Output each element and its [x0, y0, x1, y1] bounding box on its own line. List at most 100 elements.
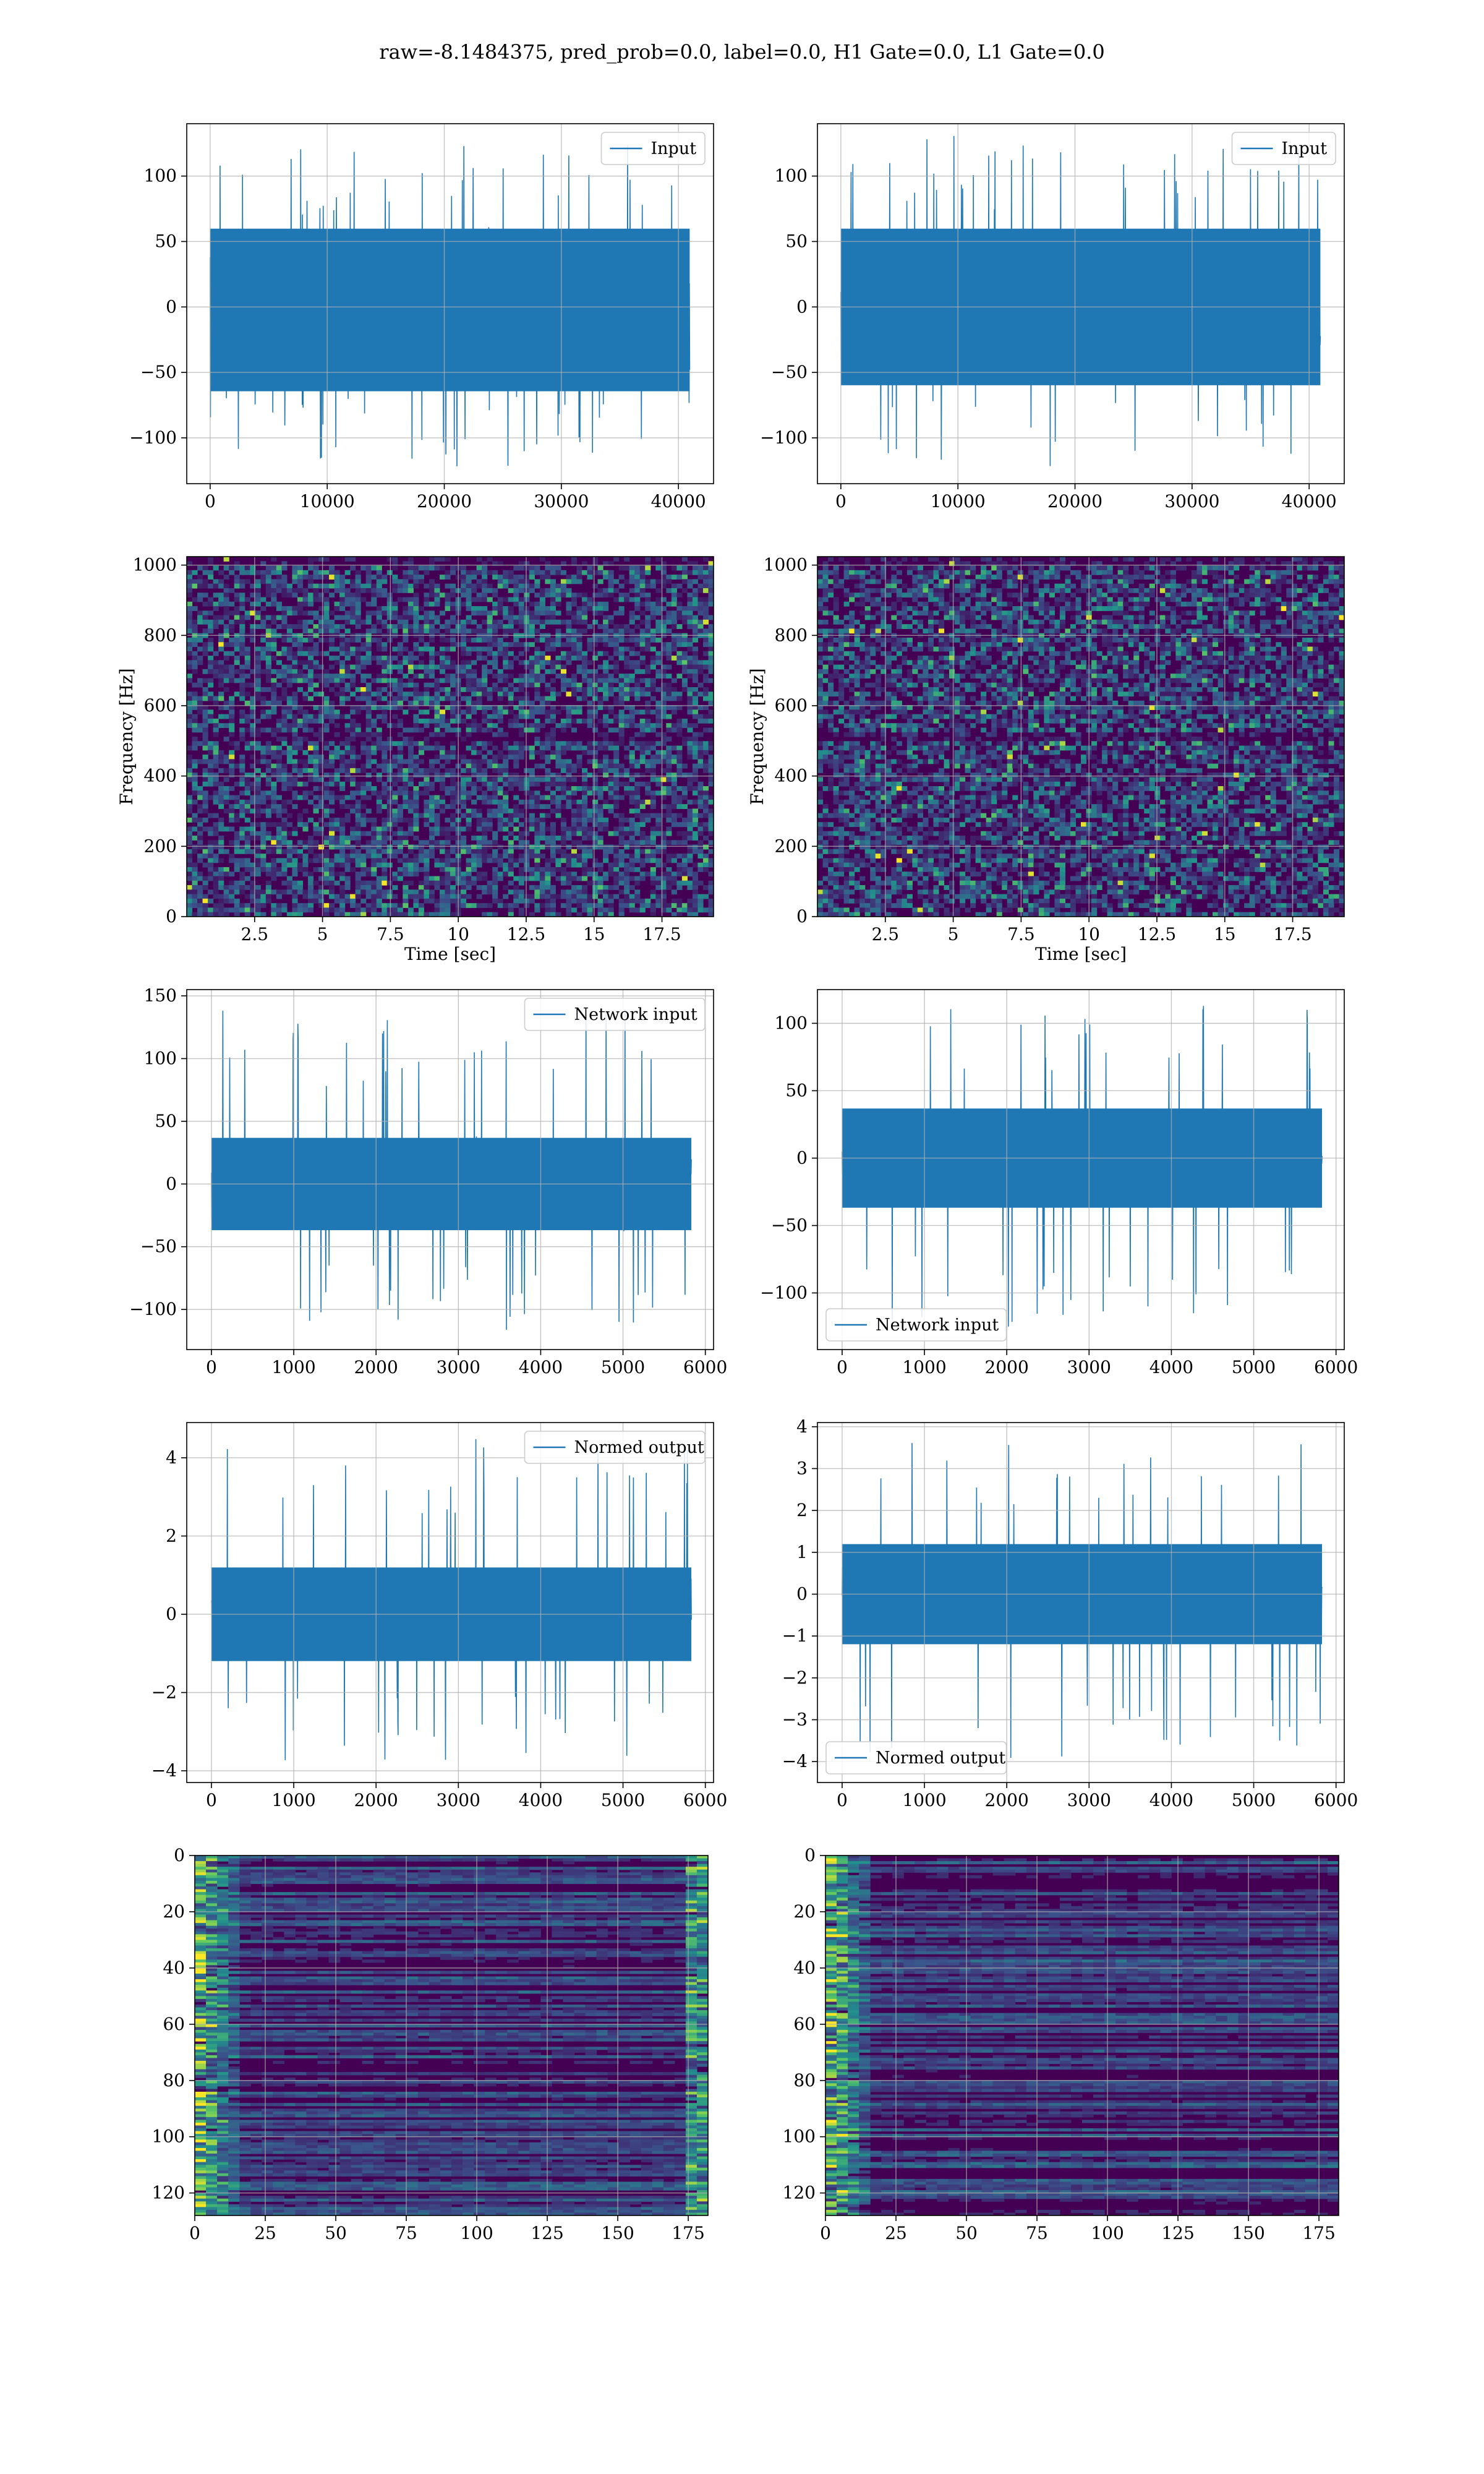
x-tick-label: 5000: [1232, 1790, 1276, 1810]
y-tick-label: −50: [140, 362, 177, 382]
heatmap-image: [825, 1856, 1339, 2215]
y-tick-label: 100: [144, 166, 177, 186]
y-tick-label: 200: [144, 836, 177, 856]
x-tick-label: 75: [395, 2223, 417, 2243]
x-tick-label: 5000: [601, 1357, 645, 1377]
y-tick-label: 100: [775, 166, 808, 186]
x-tick-label: 0: [835, 491, 846, 511]
x-tick-label: 40000: [651, 491, 706, 511]
chart-r3c2: 0 1000 2000 3000 4000 5000 6000 −100 −50 0 50 100 Ne…: [760, 989, 1358, 1377]
x-tick-label: 4000: [1149, 1790, 1193, 1810]
x-tick-label: 1000: [902, 1357, 946, 1377]
legend: Input: [1231, 132, 1336, 165]
x-tick-label: 2000: [985, 1357, 1029, 1377]
x-tick-label: 2.5: [872, 924, 900, 944]
y-tick-label: 40: [163, 1958, 185, 1978]
axes-frame: [186, 989, 714, 1350]
x-tick-label: 1000: [271, 1790, 315, 1810]
grid: [817, 1423, 1344, 1783]
x-tick-label: 100: [1091, 2223, 1124, 2243]
legend-box: [524, 1431, 706, 1464]
axes-frame: [817, 1422, 1345, 1783]
grid: [817, 557, 1344, 917]
x-tick-label: 2000: [354, 1357, 398, 1377]
y-tick-label: 80: [793, 2070, 816, 2091]
x-tick-label: 150: [601, 2223, 634, 2243]
chart-r1c2: 0 10000 20000 30000 40000 −100 −50 0 50 100 Input: [760, 123, 1345, 511]
y-tick-label: 150: [144, 985, 177, 1006]
y-tick-label: 20: [793, 1901, 816, 1922]
y-tick-label: −100: [129, 1299, 177, 1319]
x-tick-label: 0: [820, 2223, 831, 2243]
x-tick-label: 7.5: [377, 924, 404, 944]
heatmap-image: [187, 557, 714, 917]
y-tick-label: 0: [166, 1173, 177, 1194]
y-tick-label: 600: [775, 695, 808, 716]
y-tick-label: 3: [796, 1458, 808, 1478]
chart-r5c2: 0 25 50 75 100 125 150 175 0 20 40 60 80 100 120: [783, 1845, 1339, 2243]
y-tick-label: −2: [151, 1682, 177, 1703]
y-tick-label: 50: [785, 1080, 808, 1100]
x-tick-label: 15: [583, 924, 605, 944]
x-tick-label: 3000: [1067, 1357, 1111, 1377]
y-tick-label: 4: [796, 1416, 808, 1437]
axes-frame: [186, 123, 714, 484]
heatmap-image: [195, 1856, 708, 2215]
y-tick-label: 0: [796, 296, 808, 317]
y-tick-label: 0: [166, 296, 177, 317]
y-axis-label: Frequency [Hz]: [116, 668, 137, 805]
x-tick-label: 25: [885, 2223, 907, 2243]
x-tick-label: 0: [206, 1357, 217, 1377]
y-tick-label: −2: [782, 1667, 808, 1688]
x-tick-label: 6000: [683, 1790, 727, 1810]
grid: [187, 1423, 714, 1783]
x-tick-label: 5: [948, 924, 959, 944]
y-tick-label: 100: [783, 2126, 816, 2147]
y-tick-label: 50: [155, 231, 177, 251]
y-tick-label: 0: [796, 1583, 808, 1604]
axes-frame: [825, 1855, 1339, 2216]
y-tick-label: 0: [804, 1845, 816, 1865]
axes-frame: [186, 556, 714, 917]
legend-box: [825, 1741, 1007, 1774]
x-tick-label: 175: [672, 2223, 704, 2243]
x-tick-label: 7.5: [1007, 924, 1035, 944]
y-tick-label: −100: [129, 427, 177, 448]
x-tick-label: 100: [460, 2223, 493, 2243]
x-tick-label: 0: [205, 491, 216, 511]
y-tick-label: −4: [782, 1751, 808, 1771]
x-tick-label: 50: [325, 2223, 347, 2243]
y-tick-label: 0: [166, 1604, 177, 1624]
x-tick-label: 75: [1026, 2223, 1048, 2243]
x-tick-label: 6000: [1314, 1790, 1358, 1810]
y-tick-label: 0: [174, 1845, 185, 1865]
y-tick-label: 2: [166, 1525, 177, 1546]
y-tick-label: 200: [775, 836, 808, 856]
grid: [187, 557, 714, 917]
y-tick-label: 120: [783, 2183, 816, 2203]
y-tick-label: −50: [771, 362, 808, 382]
grid: [187, 990, 714, 1350]
legend-box: [600, 132, 706, 165]
x-tick-label: 1000: [271, 1357, 315, 1377]
x-tick-label: 30000: [534, 491, 589, 511]
chart-r2c2: 2.5 5 7.5 10 12.5 15 17.5 0 200 400 600 800 1000 Time…: [747, 555, 1345, 964]
axes-frame: [817, 556, 1345, 917]
x-tick-label: 4000: [1149, 1357, 1193, 1377]
axes-frame: [817, 989, 1345, 1350]
x-axis-label: Time [sec]: [1035, 944, 1127, 964]
y-tick-label: 60: [163, 2014, 185, 2034]
grid: [817, 990, 1344, 1350]
y-tick-label: 100: [144, 1048, 177, 1069]
y-tick-label: 50: [785, 231, 808, 251]
grid: [817, 124, 1344, 484]
legend: Network input: [825, 1308, 1007, 1342]
x-tick-label: 3000: [437, 1790, 480, 1810]
axes-frame: [817, 123, 1345, 484]
x-tick-label: 17.5: [642, 924, 681, 944]
legend-label: Input: [1282, 139, 1328, 158]
x-tick-label: 6000: [683, 1357, 727, 1377]
x-tick-label: 5000: [601, 1790, 645, 1810]
y-tick-label: 60: [793, 2014, 816, 2034]
x-tick-label: 50: [955, 2223, 978, 2243]
